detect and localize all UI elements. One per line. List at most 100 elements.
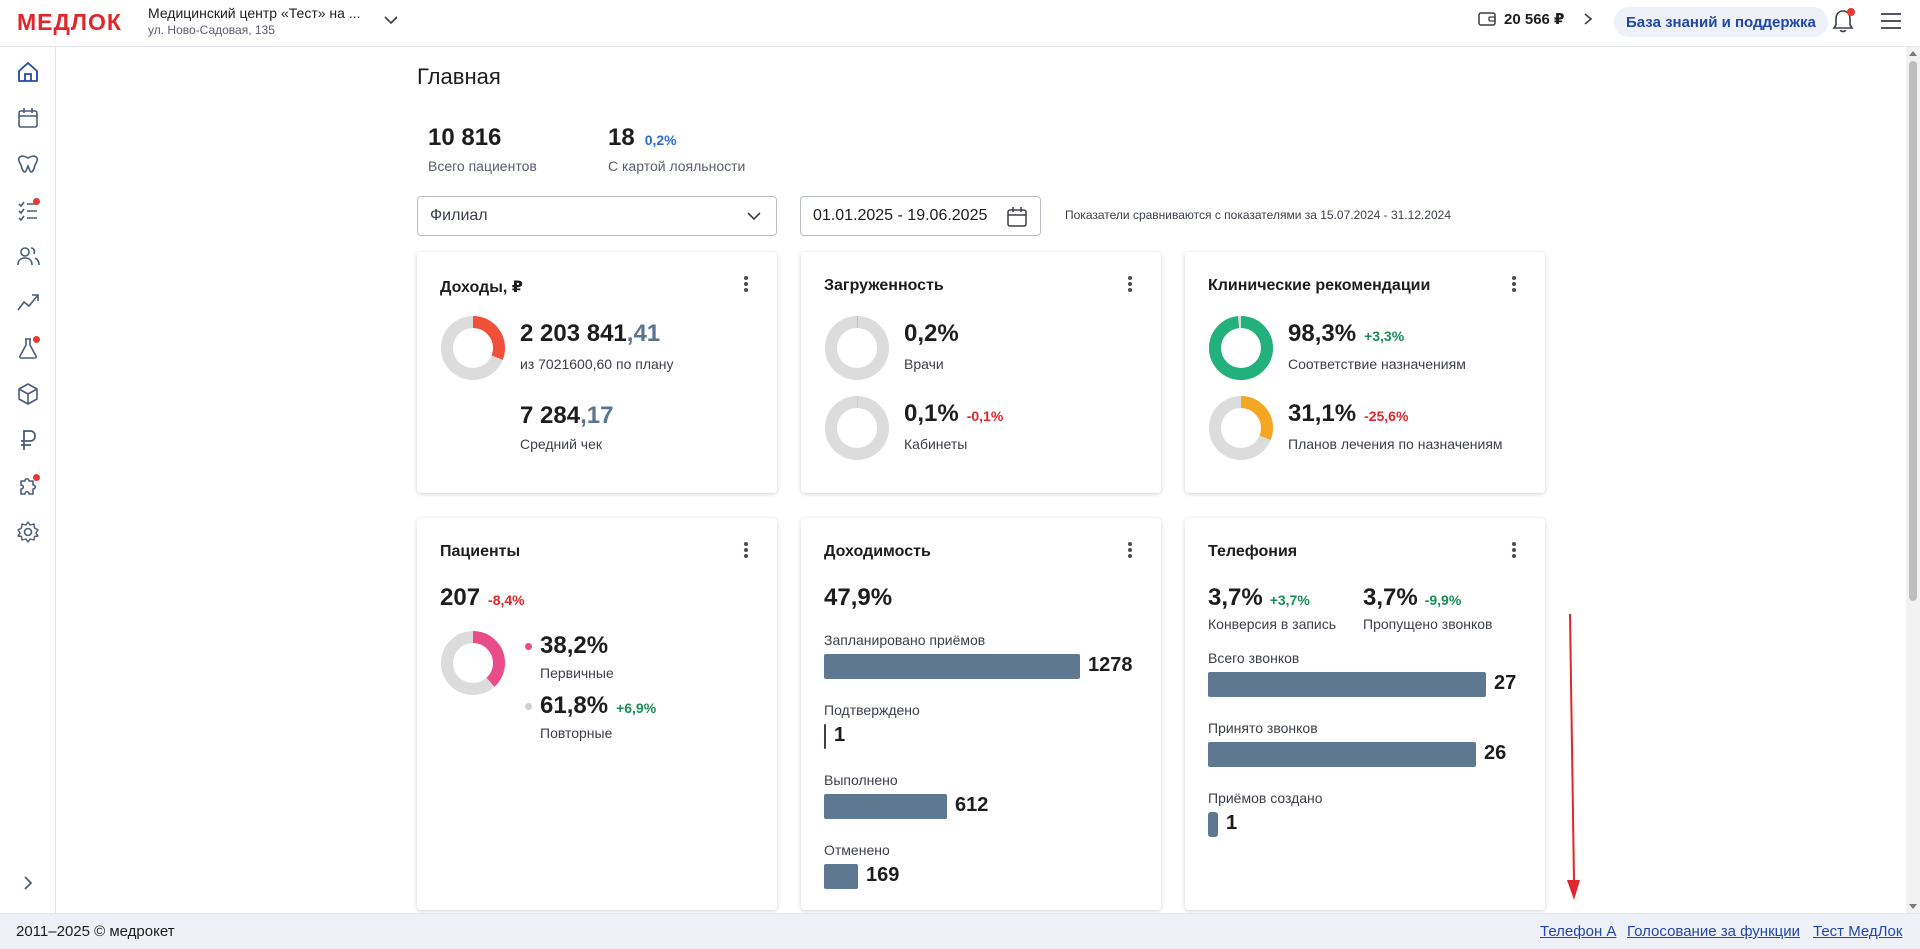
- patients-card: Пациенты 207 -8,4% 38,2% Первичные 61,8%…: [417, 518, 777, 910]
- analytics-icon: [17, 294, 39, 311]
- income-card: Доходы, ₽ 2 203 841,41 из 7021600,60 по …: [417, 252, 777, 493]
- notifications-button[interactable]: [1831, 8, 1855, 34]
- bar-label: Выполнено: [824, 772, 898, 788]
- treatment-plans-row: 31,1% -25,6%: [1288, 400, 1408, 428]
- branch-select-value: Филиал: [430, 207, 488, 224]
- organization-selector[interactable]: Медицинский центр «Тест» на ... ул. Ново…: [148, 5, 360, 37]
- profitability-card: Доходимость 47,9% Запланировано приёмов 1…: [801, 518, 1161, 910]
- legend-dot-repeat: [525, 703, 532, 710]
- menu-icon[interactable]: [1880, 12, 1902, 30]
- bar-value: 169: [866, 864, 900, 886]
- balance-amount: 20 566 ₽: [1504, 11, 1565, 28]
- calendar-icon[interactable]: [1006, 206, 1028, 228]
- wallet-icon: [1478, 12, 1496, 26]
- bar-label: Запланировано приёмов: [824, 632, 986, 648]
- scrollbar-thumb[interactable]: [1909, 61, 1917, 601]
- rooms-load-row: 0,1% -0,1%: [904, 400, 1003, 428]
- bar: [1208, 812, 1218, 837]
- copyright: 2011–2025 © медрокет: [16, 923, 175, 940]
- average-check-label: Средний чек: [520, 436, 603, 452]
- more-options-icon[interactable]: [1127, 540, 1133, 560]
- compliance-row: 98,3% +3,3%: [1288, 320, 1404, 348]
- missed-calls-value: 3,7%: [1363, 584, 1418, 611]
- loyalty-label: С картой лояльности: [608, 158, 746, 174]
- more-options-icon[interactable]: [1511, 274, 1517, 294]
- ruble-icon: [21, 430, 36, 450]
- knowledge-base-button[interactable]: База знаний и поддержка: [1614, 7, 1828, 37]
- more-options-icon[interactable]: [743, 540, 749, 560]
- footer-link-test-medlok[interactable]: Тест МедЛок: [1813, 923, 1903, 940]
- sidebar-item-analytics[interactable]: [14, 288, 42, 316]
- total-patients-value: 10 816: [428, 124, 502, 151]
- date-range-input[interactable]: 01.01.2025 - 19.06.2025: [800, 196, 1041, 236]
- more-options-icon[interactable]: [743, 274, 749, 294]
- chevron-right-icon[interactable]: [1582, 12, 1594, 26]
- organization-name[interactable]: Медицинский центр «Тест» на ...: [148, 5, 361, 21]
- more-options-icon[interactable]: [1511, 540, 1517, 560]
- primary-patients-value: 38,2%: [540, 632, 609, 659]
- scroll-up-arrow-icon[interactable]: [1909, 49, 1917, 57]
- bar-label: Приёмов создано: [1208, 790, 1323, 806]
- scrollbar[interactable]: [1906, 47, 1920, 913]
- notification-badge: [33, 474, 40, 481]
- footer: 2011–2025 © медрокет Телефон А Голосован…: [0, 913, 1920, 949]
- bar: [824, 724, 826, 749]
- logo[interactable]: МЕДЛОК: [17, 9, 122, 35]
- more-options-icon[interactable]: [1127, 274, 1133, 294]
- clinical-recommendations-card: Клинические рекомендации 98,3% +3,3% Соо…: [1185, 252, 1545, 493]
- compliance-delta: +3,3%: [1364, 328, 1405, 344]
- sidebar-item-users[interactable]: [14, 242, 42, 270]
- sidebar-item-tasks[interactable]: [14, 196, 42, 224]
- missed-calls-label: Пропущено звонков: [1363, 616, 1493, 632]
- patients-total-value: 207: [440, 584, 481, 611]
- card-title: Телефония: [1208, 543, 1298, 560]
- annotation-arrow-icon: [1567, 613, 1580, 900]
- donut-arc: [1209, 396, 1273, 460]
- bar-label: Подтверждено: [824, 702, 920, 718]
- bar-value: 1: [834, 724, 846, 746]
- bar: [824, 794, 947, 819]
- rooms-load-donut: [825, 396, 889, 460]
- sidebar-item-finance[interactable]: [14, 426, 42, 454]
- date-range-value: 01.01.2025 - 19.06.2025: [813, 207, 988, 224]
- repeat-patients-delta: +6,9%: [616, 700, 657, 716]
- footer-link-phone[interactable]: Телефон А: [1540, 923, 1617, 940]
- income-plan-donut: [441, 316, 505, 380]
- sidebar-item-calendar[interactable]: [14, 104, 42, 132]
- scroll-down-arrow-icon[interactable]: [1909, 903, 1917, 911]
- donut-track: [825, 396, 889, 460]
- footer-link-feature-voting[interactable]: Голосование за функции: [1627, 923, 1800, 940]
- compliance-donut: [1209, 316, 1273, 380]
- bar: [824, 864, 858, 889]
- treatment-plans-donut: [1209, 396, 1273, 460]
- treatment-plans-value: 31,1%: [1288, 400, 1357, 427]
- compliance-value: 98,3%: [1288, 320, 1357, 347]
- chevron-down-icon[interactable]: [383, 12, 399, 28]
- calendar-icon: [18, 108, 38, 128]
- repeat-patients-row: 61,8% +6,9%: [540, 692, 656, 720]
- sidebar-item-dental[interactable]: [14, 150, 42, 178]
- balance[interactable]: 20 566 ₽: [1478, 10, 1594, 28]
- doctors-load-donut: [825, 316, 889, 380]
- expand-sidebar-icon[interactable]: [18, 873, 38, 893]
- telephony-card: Телефония 3,7% +3,7% Конверсия в запись …: [1185, 518, 1545, 910]
- donut-arc: [1209, 316, 1273, 380]
- puzzle-icon: [20, 477, 37, 495]
- page-title: Главная: [417, 64, 501, 89]
- branch-select[interactable]: Филиал: [417, 196, 777, 236]
- repeat-patients-label: Повторные: [540, 725, 613, 741]
- loyalty-value: 18: [608, 124, 635, 151]
- sidebar-item-lab[interactable]: [14, 334, 42, 362]
- sidebar: [0, 47, 56, 913]
- compare-note: Показатели сравниваются с показателями з…: [1065, 208, 1452, 222]
- load-card: Загруженность 0,2% Врачи 0,1% -0,1% Каби…: [801, 252, 1161, 493]
- donut-arc: [441, 631, 505, 695]
- bar-value: 1: [1226, 812, 1238, 834]
- sidebar-item-integrations[interactable]: [14, 472, 42, 500]
- bar: [1208, 672, 1486, 697]
- sidebar-item-settings[interactable]: [14, 518, 42, 546]
- sidebar-item-home[interactable]: [14, 58, 42, 86]
- bar-label: Принято звонков: [1208, 720, 1318, 736]
- sidebar-item-warehouse[interactable]: [14, 380, 42, 408]
- loyalty-stat: 18 0,2% С картой лояльности: [608, 124, 745, 174]
